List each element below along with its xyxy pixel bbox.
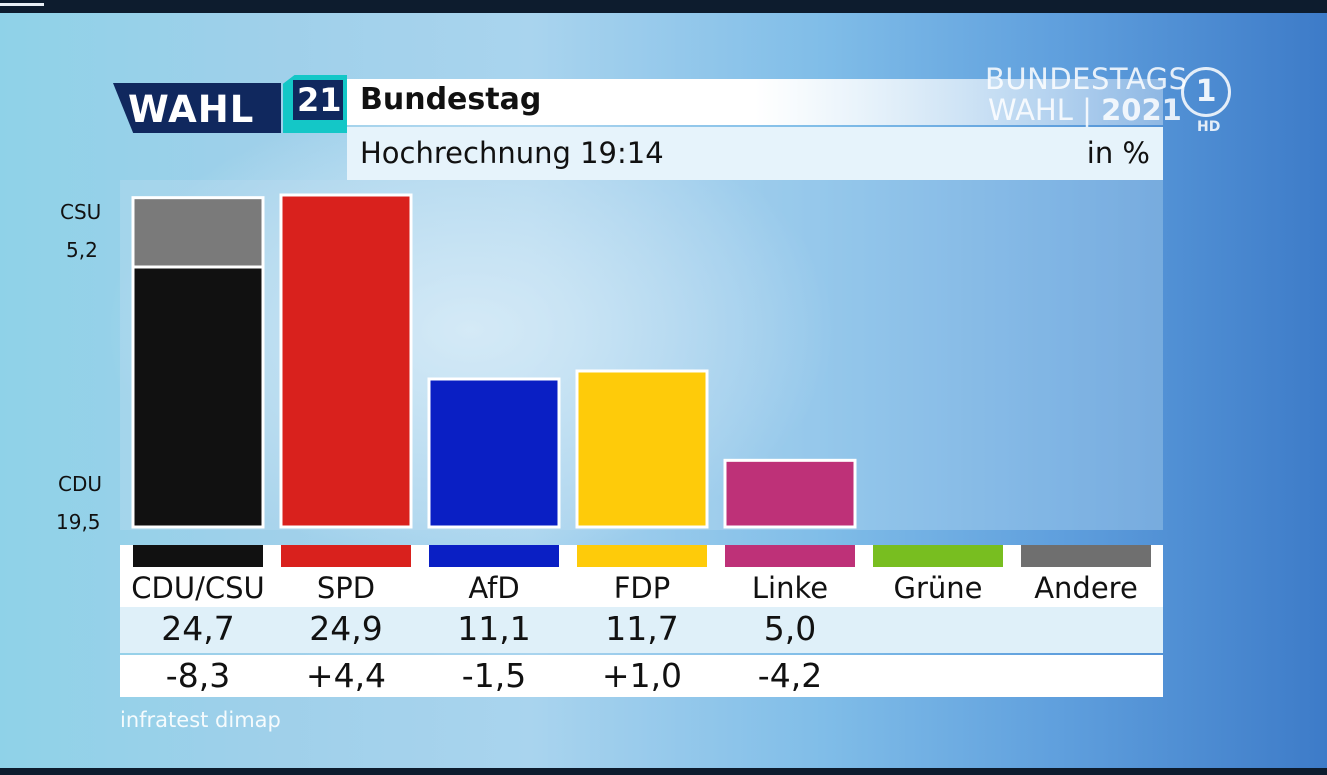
title-box [347,79,1163,125]
event-logo-separator: | [1082,93,1092,127]
party-change-row: -8,3 +4,4 -1,5 +1,0 -4,2 [120,655,1163,697]
legend-swatch-fdp [577,545,707,567]
legend-swatch-spd [281,545,411,567]
legend-swatch-andere [1021,545,1151,567]
chart-title: Bundestag [360,82,542,117]
party-change-spd: +4,4 [305,656,387,695]
event-logo-year: 2021 [1101,93,1182,127]
party-value-spd: 24,9 [309,609,383,648]
party-change-cdu-csu: -8,3 [165,656,231,695]
party-name-fdp: FDP [613,571,671,605]
party-name-row: CDU/CSU SPD AfD FDP Linke Grüne Andere [120,545,1163,607]
legend-swatch-gr-ne [873,545,1003,567]
bar-spd [279,193,413,529]
legend-swatch-cdu-csu [133,545,263,567]
event-logo-line2: WAHL | 2021 [988,93,1182,127]
event-logo-line1: BUNDESTAGS [985,62,1188,96]
party-name-spd: SPD [316,571,376,605]
party-change-linke: -4,2 [757,656,823,695]
bottom-bar [0,768,1327,775]
bar-segment-csu [131,196,265,269]
party-value-linke: 5,0 [763,609,817,648]
subtitle-box [347,127,1163,180]
bar-segment-cdu [131,265,265,529]
party-name-afd: AfD [468,571,520,605]
wahl-badge [113,83,281,133]
segment-value-csu: 5,2 [66,238,98,262]
hd-badge: HD [1197,119,1221,135]
bar-linke [723,458,857,529]
party-value-cdu-csu: 24,7 [161,609,235,648]
wahl-number: 21 [297,81,342,119]
party-value-fdp: 11,7 [605,609,679,648]
segment-value-cdu: 19,5 [56,510,101,534]
wahl-label: WAHL [128,88,255,131]
wahl-number-inner [293,80,343,120]
segment-label-csu: CSU [60,200,102,224]
party-name-cdu-csu: CDU/CSU [131,571,265,605]
bar-fdp [575,369,709,529]
legend-swatch-afd [429,545,559,567]
bar-afd [427,377,561,529]
chart-unit: in % [1086,136,1150,170]
party-name-gr-ne: Grüne [893,571,983,605]
chart-subtitle: Hochrechnung 19:14 [360,136,664,170]
top-bar-line [0,3,44,6]
party-value-afd: 11,1 [457,609,531,648]
party-name-linke: Linke [751,571,829,605]
segment-label-cdu: CDU [58,472,103,496]
party-name-andere: Andere [1034,571,1138,605]
legend-swatch-linke [725,545,855,567]
channel-logo-icon: 1 [1181,67,1231,117]
party-change-fdp: +1,0 [601,656,683,695]
party-value-row: 24,7 24,9 11,1 11,7 5,0 [120,607,1163,653]
source-label: infratest dimap [120,708,281,732]
party-change-afd: -1,5 [461,656,527,695]
top-bar [0,0,1327,13]
event-logo-word: WAHL [988,93,1073,127]
